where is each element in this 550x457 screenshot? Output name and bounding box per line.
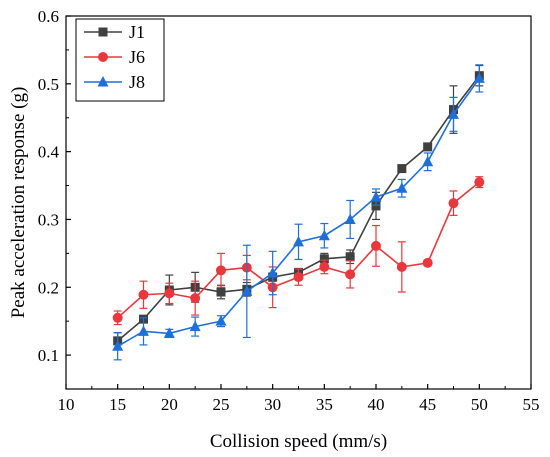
x-tick-label: 30	[264, 395, 281, 414]
x-tick-label: 45	[419, 395, 436, 414]
data-point	[371, 201, 381, 211]
x-tick-label: 15	[109, 395, 126, 414]
data-point	[319, 254, 329, 264]
x-tick-label: 25	[213, 395, 230, 414]
data-point	[344, 213, 356, 224]
data-point	[216, 265, 226, 276]
data-point	[241, 285, 253, 296]
data-point	[164, 288, 175, 299]
data-point	[215, 315, 227, 326]
data-point	[189, 320, 201, 332]
data-point	[163, 327, 175, 338]
series-line	[117, 77, 480, 347]
x-tick-label: 20	[161, 395, 178, 414]
legend-item-j1: J1	[84, 22, 145, 42]
data-point	[422, 155, 434, 167]
data-point	[423, 142, 433, 152]
legend-marker	[98, 27, 108, 37]
x-tick-label: 55	[523, 395, 540, 414]
legend-item-j6: J6	[84, 47, 145, 67]
data-point	[319, 261, 330, 272]
data-point	[112, 340, 124, 351]
data-point	[293, 235, 304, 247]
data-point	[112, 312, 123, 323]
legend-label: J8	[129, 72, 145, 92]
y-tick-label: 0.6	[38, 7, 59, 26]
x-tick-label: 50	[471, 395, 488, 414]
data-point	[345, 252, 355, 262]
x-tick-label: 10	[58, 395, 75, 414]
x-tick-label: 35	[316, 395, 333, 414]
data-point	[396, 261, 407, 272]
legend-marker	[98, 52, 108, 62]
data-point	[370, 191, 382, 202]
legend-item-j8: J8	[84, 72, 145, 92]
y-tick-label: 0.5	[38, 75, 59, 94]
series-j1	[113, 64, 484, 350]
legend-label: J1	[129, 22, 145, 42]
x-axis-title: Collision speed (mm/s)	[210, 431, 387, 452]
legend-label: J6	[129, 47, 145, 67]
data-point	[293, 272, 304, 283]
data-point	[318, 229, 330, 241]
y-tick-label: 0.2	[38, 278, 59, 297]
data-point	[448, 108, 459, 119]
y-tick-label: 0.4	[38, 143, 60, 162]
series-j8	[112, 64, 485, 361]
data-point	[396, 182, 408, 193]
data-point	[422, 257, 433, 268]
x-tick-label: 40	[368, 395, 385, 414]
data-point	[345, 269, 356, 280]
y-axis-title: Peak acceleration response (g)	[8, 87, 29, 319]
legend-marker	[97, 76, 109, 87]
data-point	[473, 72, 485, 83]
series-line	[117, 75, 480, 342]
y-tick-label: 0.3	[38, 210, 59, 229]
data-point	[267, 267, 279, 278]
data-point	[190, 293, 201, 304]
data-point	[448, 198, 459, 209]
data-point	[397, 164, 407, 174]
data-point	[138, 289, 149, 300]
legend: J1 J6 J8	[75, 18, 165, 102]
data-point	[474, 177, 485, 188]
axes-layer: 10 15 20 25 30 35 40 45 50 55 0.1 0.2 0.3 0.4 0.5 0.6	[38, 7, 540, 414]
data-point	[371, 240, 381, 251]
data-point	[216, 287, 226, 297]
data-point	[138, 325, 149, 336]
y-tick-label: 0.1	[38, 346, 59, 365]
series-layer	[112, 64, 485, 361]
